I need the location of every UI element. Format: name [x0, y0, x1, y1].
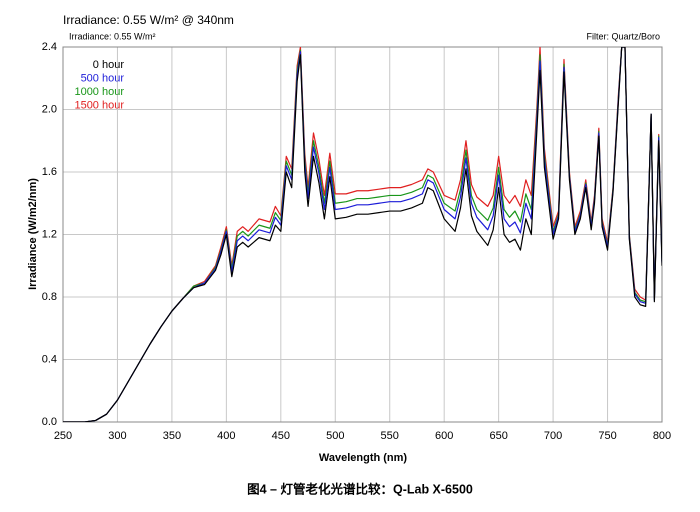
y-axis-label: Irradiance (W/m2/nm): [27, 178, 39, 290]
x-tick-label: 300: [108, 430, 126, 442]
x-tick-label: 400: [217, 430, 235, 442]
legend-entry: 1000 hour: [74, 86, 124, 98]
x-tick-label: 800: [653, 430, 671, 442]
annotation: Filter: Quartz/Boro: [586, 31, 660, 41]
x-tick-label: 450: [272, 430, 290, 442]
y-tick-label: 1.2: [42, 228, 57, 240]
subtitle: Irradiance: 0.55 W/m²: [69, 31, 156, 41]
legend-entry: 1500 hour: [74, 99, 124, 111]
legend-entry: 500 hour: [81, 72, 125, 84]
legend-entry: 0 hour: [93, 59, 125, 71]
x-tick-label: 650: [489, 430, 507, 442]
y-tick-label: 1.6: [42, 166, 57, 178]
series-line: [63, 47, 662, 422]
x-tick-label: 750: [598, 430, 616, 442]
x-tick-label: 600: [435, 430, 453, 442]
y-tick-label: 2.0: [42, 103, 57, 115]
chart-title: Irradiance: 0.55 W/m² @ 340nm: [63, 13, 234, 27]
x-tick-label: 550: [381, 430, 399, 442]
x-tick-label: 700: [544, 430, 562, 442]
plot-lines: [63, 47, 662, 422]
x-tick-label: 350: [163, 430, 181, 442]
y-tick-label: 2.4: [42, 41, 57, 53]
x-tick-label: 500: [326, 430, 344, 442]
y-tick-label: 0.4: [42, 353, 57, 365]
x-tick-label: 250: [54, 430, 72, 442]
caption: 图4 – 灯管老化光谱比较：Q-Lab X-6500: [247, 481, 473, 496]
x-axis-label: Wavelength (nm): [319, 452, 408, 464]
y-tick-label: 0.0: [42, 416, 57, 428]
plot-frame: [62, 46, 663, 423]
y-tick-label: 0.8: [42, 291, 57, 303]
